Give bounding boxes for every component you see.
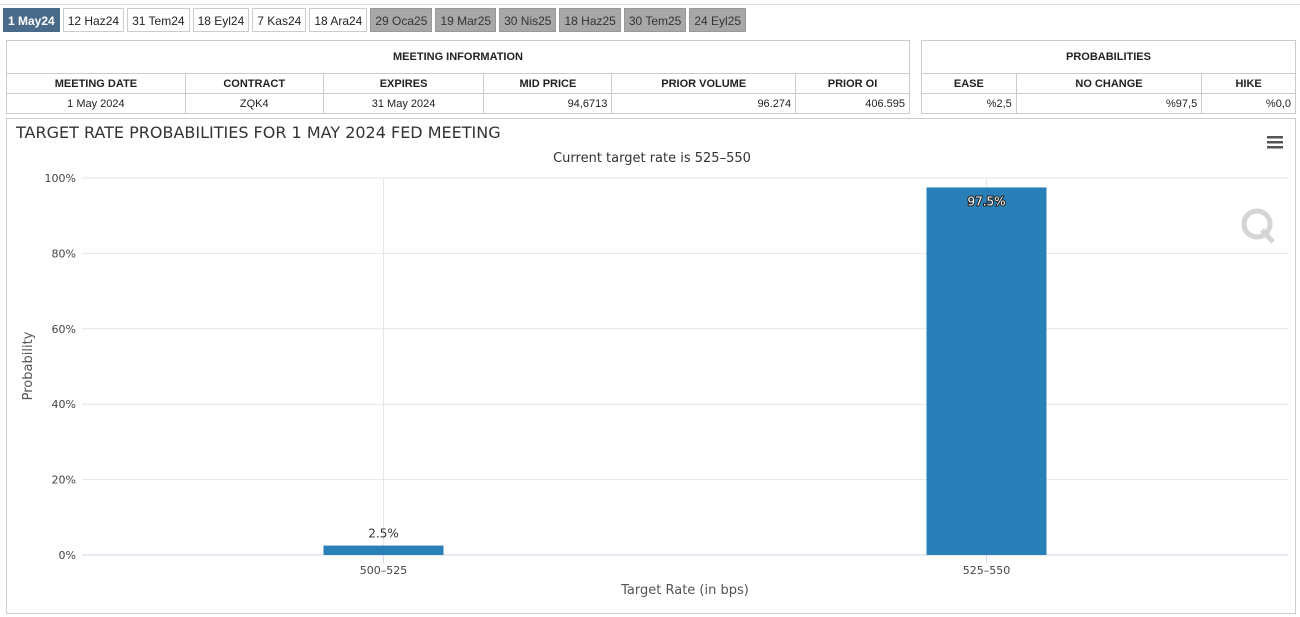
- chart-panel: [6, 118, 1296, 614]
- y-tick-label: 0%: [59, 549, 76, 562]
- cell: 31 May 2024: [322, 93, 485, 114]
- cell: 94,6713: [483, 93, 613, 114]
- tab[interactable]: 31 Tem24: [127, 8, 190, 32]
- header: PRIOR OI: [795, 73, 910, 94]
- menu-bar: [1267, 141, 1283, 144]
- x-axis-title: Target Rate (in bps): [620, 583, 749, 598]
- chart-title: TARGET RATE PROBABILITIES FOR 1 MAY 2024…: [15, 123, 501, 142]
- y-tick-label: 20%: [52, 474, 76, 487]
- watermark-q: [1260, 228, 1275, 244]
- chart-subtitle: Current target rate is 525–550: [553, 151, 751, 166]
- probabilities-table: PROBABILITIES EASE NO CHANGE HIKE %2,5 %…: [921, 40, 1296, 114]
- tab[interactable]: 29 Oca25: [370, 8, 433, 32]
- tab[interactable]: 30 Nis25: [499, 8, 557, 32]
- cell: 406.595: [795, 93, 910, 114]
- tab[interactable]: 1 May24: [3, 8, 60, 32]
- y-tick-label: 60%: [52, 323, 76, 336]
- tab[interactable]: 24 Eyl25: [689, 8, 747, 32]
- table-title: PROBABILITIES: [921, 40, 1296, 74]
- tab[interactable]: 18 Haz25: [559, 8, 621, 32]
- y-tick-label: 80%: [52, 247, 76, 260]
- tabs: 1 May24 12 Haz24 31 Tem24 18 Eyl24 7 Kas…: [3, 8, 747, 32]
- y-tick-label: 40%: [52, 398, 76, 411]
- value-label: 97.5%: [967, 194, 1005, 208]
- watermark-q: [1241, 208, 1273, 240]
- cell: %97,5: [1015, 93, 1203, 114]
- tab[interactable]: 30 Tem25: [623, 8, 687, 32]
- cell: %2,5: [921, 93, 1017, 114]
- bar: [926, 187, 1047, 556]
- value-label: 2.5%: [368, 527, 399, 541]
- header: EXPIRES: [322, 73, 485, 94]
- table-title: MEETING INFORMATION: [6, 40, 910, 74]
- cell: ZQK4: [184, 93, 324, 114]
- bar: [323, 545, 444, 555]
- menu-bar: [1267, 136, 1283, 139]
- cell: 96.274: [611, 93, 797, 114]
- y-tick-label: 100%: [45, 172, 76, 185]
- cell: %0,0: [1201, 93, 1296, 114]
- cell: 1 May 2024: [6, 93, 186, 114]
- tab[interactable]: 19 Mar25: [435, 8, 497, 32]
- tab[interactable]: 18 Eyl24: [192, 8, 250, 32]
- x-tick-label: 500–525: [360, 564, 408, 577]
- tab[interactable]: 7 Kas24: [252, 8, 307, 32]
- watermark: [1241, 208, 1275, 244]
- meeting-table: MEETING INFORMATION MEETING DATE CONTRAC…: [6, 40, 910, 114]
- tab[interactable]: 18 Ara24: [309, 8, 368, 32]
- header: MID PRICE: [483, 73, 613, 94]
- y-axis-title: Probability: [21, 331, 36, 400]
- tab[interactable]: 12 Haz24: [62, 8, 125, 32]
- x-tick-label: 525–550: [963, 564, 1011, 577]
- menu-icon[interactable]: [1267, 136, 1283, 149]
- menu-bar: [1267, 146, 1283, 149]
- tab-bar: [0, 4, 1300, 39]
